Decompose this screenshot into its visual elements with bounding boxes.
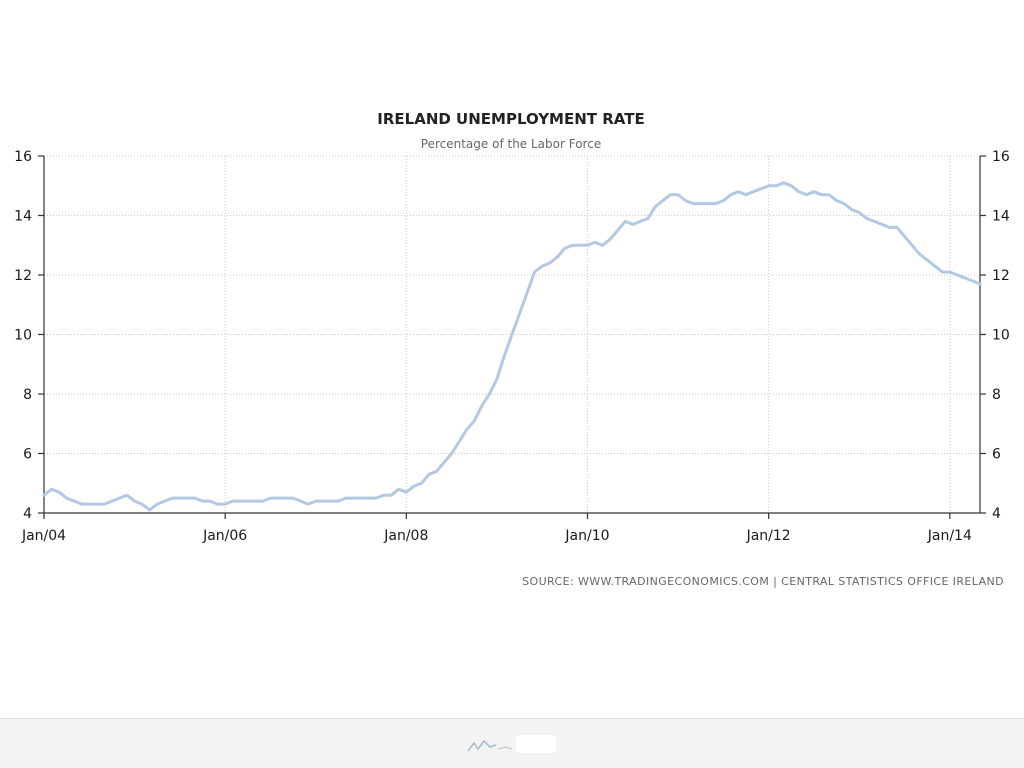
series-layer (42, 181, 982, 512)
chart-title: IRELAND UNEMPLOYMENT RATE (377, 110, 644, 128)
y-tick-label-left: 4 (23, 506, 32, 522)
x-tick-label: Jan/14 (927, 528, 972, 544)
source-label: SOURCE: WWW.TRADINGECONOMICS.COM | CENTR… (522, 575, 1004, 588)
y-tick-label-right: 8 (992, 387, 1001, 403)
y-tick-label-right: 16 (992, 149, 1010, 165)
y-tick-label-left: 6 (23, 447, 32, 463)
y-tick-label-left: 12 (14, 268, 32, 284)
x-tick-label: Jan/06 (202, 528, 247, 544)
chart-subtitle: Percentage of the Labor Force (421, 137, 601, 151)
y-tick-label-left: 14 (14, 209, 32, 225)
bottom-bar (0, 718, 1024, 768)
blurred-logo-icon (467, 735, 556, 753)
grid (44, 155, 980, 513)
x-tick-label: Jan/04 (21, 528, 66, 544)
y-tick-label-left: 8 (23, 387, 32, 403)
axes: 4 4 6 6 8 8 10 10 12 12 14 14 16 16 Jan/04 Jan/06 Jan/08… (14, 149, 1010, 544)
y-tick-label-left: 16 (14, 149, 32, 165)
y-tick-label-left: 10 (14, 328, 32, 344)
y-tick-label-right: 6 (992, 447, 1001, 463)
y-tick-label-right: 10 (992, 328, 1010, 344)
y-tick-label-right: 14 (992, 209, 1010, 225)
unemployment-line (42, 181, 982, 512)
x-tick-label: Jan/12 (746, 528, 791, 544)
unemployment-chart: IRELAND UNEMPLOYMENT RATE Percentage of … (14, 110, 1010, 588)
x-tick-label: Jan/08 (383, 528, 428, 544)
y-tick-label-right: 4 (992, 506, 1001, 522)
y-tick-label-right: 12 (992, 268, 1010, 284)
x-tick-label: Jan/10 (564, 528, 609, 544)
